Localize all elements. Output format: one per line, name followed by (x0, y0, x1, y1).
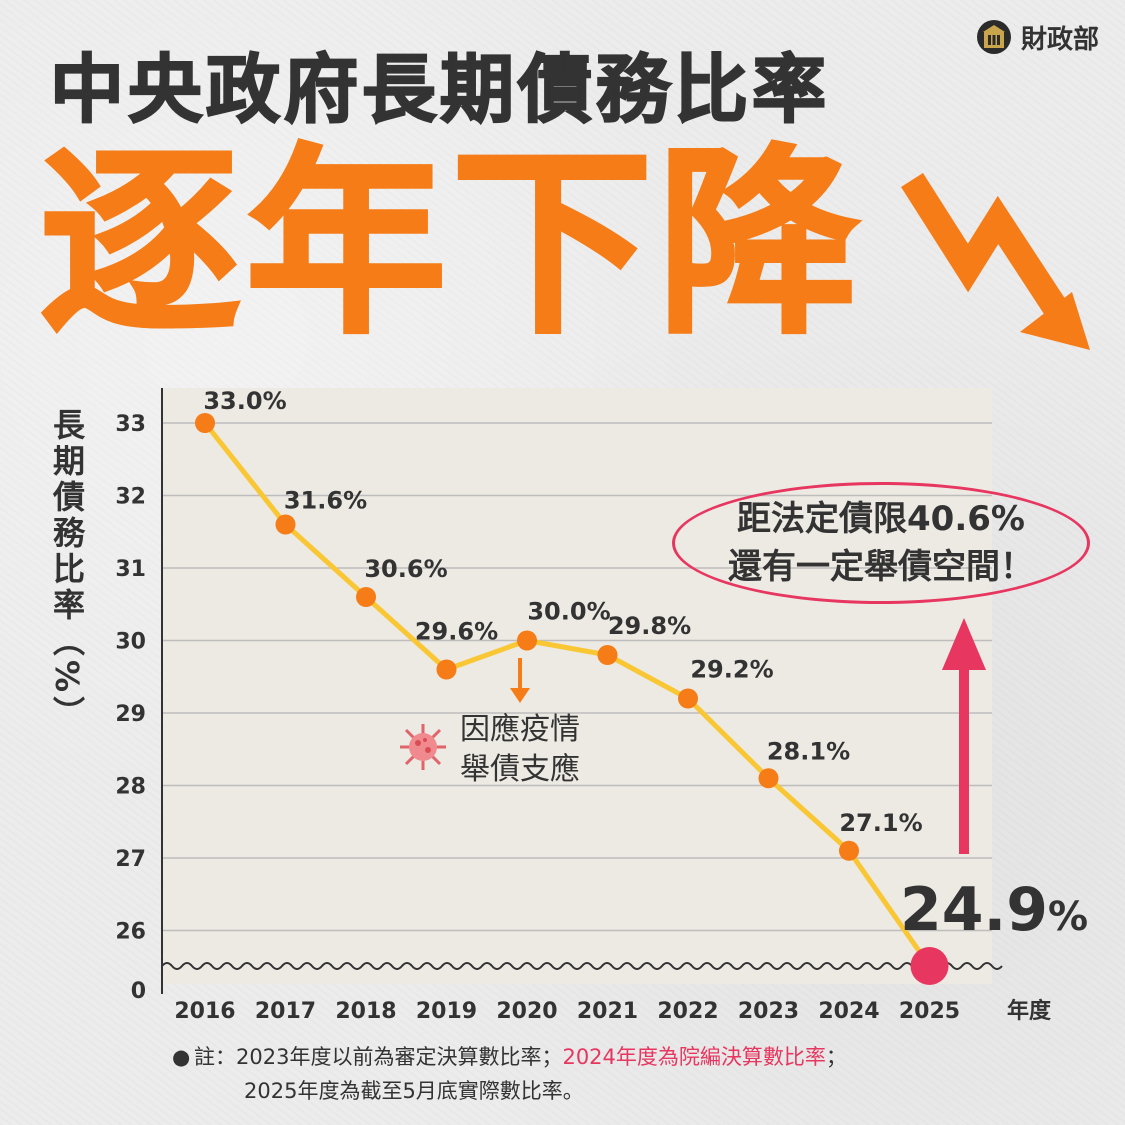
x-tick-2018: 2018 (335, 999, 396, 1024)
x-tick-2020: 2020 (496, 999, 557, 1024)
trend-down-arrow-icon (901, 173, 1090, 350)
y-axis-label: 長期債務比率（%） (48, 408, 86, 733)
data-point-2016 (195, 413, 215, 433)
y-tick-29: 29 (115, 702, 146, 727)
y-tick-32: 32 (115, 485, 146, 510)
brand-name: 財政部 (1020, 24, 1099, 55)
data-label-2017: 31.6% (284, 487, 367, 515)
callout-line2: 還有一定舉債空間！ (728, 547, 1034, 587)
covid-note: 因應疫情 舉債支應 (460, 710, 580, 790)
covid-note-line2: 舉債支應 (460, 752, 580, 787)
footnote-part1: 2023年度以前為審定決算數比率； (236, 1045, 563, 1069)
data-point-2021 (597, 645, 618, 665)
x-tick-2023: 2023 (738, 999, 799, 1024)
data-label-2018: 30.6% (364, 555, 447, 583)
footnote: ● 註：2023年度以前為審定決算數比率；2024年度為院編決算數比率； 2025… (172, 1040, 847, 1108)
data-label-2025: 24.9% (900, 875, 1088, 945)
series-line (203, 421, 932, 968)
data-point-2024 (839, 840, 859, 861)
axis-break-wave (161, 962, 1003, 970)
x-tick-2016: 2016 (174, 999, 235, 1024)
data-label-2022: 29.2% (690, 656, 773, 684)
y-tick-33: 33 (115, 412, 146, 437)
x-tick-2022: 2022 (657, 999, 718, 1024)
up-arrow-shaft-icon (959, 666, 969, 854)
data-label-2019: 29.6% (415, 618, 498, 646)
data-point-2023 (758, 768, 779, 789)
data-point-2018 (356, 587, 376, 607)
data-label-2020: 30.0% (527, 598, 610, 626)
covid-note-line1: 因應疫情 (460, 712, 580, 747)
x-tick-2024: 2024 (818, 999, 879, 1024)
y-tick-30: 30 (115, 630, 146, 655)
y-tick-31: 31 (115, 557, 146, 582)
x-tick-2021: 2021 (577, 999, 638, 1024)
data-point-2017 (275, 514, 296, 535)
data-label-2016: 33.0% (203, 387, 286, 415)
up-arrow-head-icon (942, 618, 986, 670)
page-title: 中央政府長期債務比率 (49, 46, 830, 134)
footnote-part3: ； (825, 1045, 847, 1069)
y-tick-0: 0 (131, 979, 146, 1004)
virus-icon (400, 724, 446, 770)
y-tick-26: 26 (115, 920, 146, 945)
footnote-highlight: 2024年度為院編決算數比率 (562, 1045, 826, 1069)
covid-arrow-head-icon (510, 688, 530, 703)
x-axis-label: 年度 (1007, 998, 1052, 1024)
y-tick-28: 28 (115, 775, 146, 800)
x-tick-2017: 2017 (255, 999, 316, 1024)
debt-limit-callout: 距法定債限40.6% 還有一定舉債空間！ (672, 482, 1090, 604)
brand: 財政部 (976, 14, 1099, 60)
callout-line1: 距法定債限40.6% (737, 499, 1025, 539)
data-point-2020 (517, 630, 537, 651)
footnote-prefix: 註： (194, 1045, 236, 1069)
y-tick-27: 27 (115, 847, 146, 872)
chart-panel (162, 388, 992, 984)
x-tick-2019: 2019 (416, 999, 477, 1024)
data-point-2025 (910, 947, 949, 985)
data-point-2019 (436, 659, 457, 680)
data-label-2021: 29.8% (608, 612, 691, 640)
x-tick-2025: 2025 (899, 999, 960, 1024)
data-label-2023: 28.1% (767, 737, 850, 765)
footnote-line2: 2025年度為截至5月底實際數比率。 (244, 1079, 584, 1103)
data-point-2022 (678, 688, 698, 709)
data-label-2024: 27.1% (839, 809, 922, 837)
ministry-of-finance-logo-icon (976, 20, 1011, 54)
page-subtitle: 逐年下降 (38, 128, 865, 361)
footnote-bullet: ● (172, 1045, 191, 1069)
